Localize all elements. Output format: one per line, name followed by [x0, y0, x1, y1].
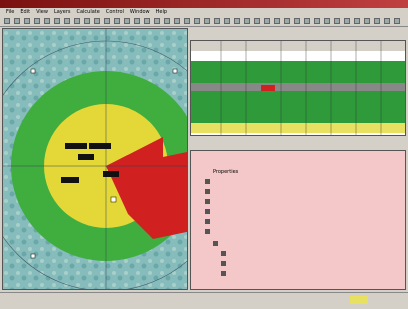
app-window: {"menu": ["File", "Edit", "View", "Layer… — [0, 0, 408, 308]
table-rows — [191, 61, 405, 123]
status-bar — [0, 292, 408, 309]
table-row — [191, 51, 405, 61]
menu-item[interactable]: Window — [130, 9, 150, 15]
site-marker — [31, 254, 35, 258]
toolbar-button[interactable] — [164, 18, 170, 24]
toolbar — [0, 16, 408, 27]
site-marker — [173, 69, 177, 73]
toolbar-button[interactable] — [224, 18, 230, 24]
menu-item[interactable]: Edit — [20, 9, 30, 15]
table-grid — [191, 41, 405, 135]
toolbar-button[interactable] — [244, 18, 250, 24]
map-label — [61, 177, 79, 183]
toolbar-button[interactable] — [74, 18, 80, 24]
toolbar-button[interactable] — [254, 18, 260, 24]
tree-icons — [191, 151, 405, 289]
toolbar-button[interactable] — [284, 18, 290, 24]
toolbar-button[interactable] — [134, 18, 140, 24]
menu-item[interactable]: Control — [106, 9, 124, 15]
menu-item[interactable]: View — [36, 9, 48, 15]
toolbar-button[interactable] — [184, 18, 190, 24]
toolbar-button[interactable] — [394, 18, 400, 24]
menu-bar: File Edit View Layers Calculate Control … — [0, 8, 408, 16]
toolbar-button[interactable] — [84, 18, 90, 24]
toolbar-button[interactable] — [354, 18, 360, 24]
menu-item[interactable]: Layers — [54, 9, 71, 15]
toolbar-button[interactable] — [274, 18, 280, 24]
toolbar-button[interactable] — [234, 18, 240, 24]
map-label — [65, 143, 87, 149]
toolbar-button[interactable] — [144, 18, 150, 24]
toolbar-button[interactable] — [94, 18, 100, 24]
toolbar-button[interactable] — [364, 18, 370, 24]
toolbar-button[interactable] — [204, 18, 210, 24]
toolbar-button[interactable] — [4, 18, 10, 24]
toolbar-button[interactable] — [104, 18, 110, 24]
toolbar-button[interactable] — [264, 18, 270, 24]
toolbar-button[interactable] — [14, 18, 20, 24]
title-bar — [0, 0, 408, 8]
table-header — [191, 41, 405, 51]
table-row-selected — [191, 83, 405, 91]
map-label — [89, 143, 111, 149]
toolbar-button[interactable] — [24, 18, 30, 24]
tree-panel: Properties — [190, 150, 406, 290]
toolbar-button[interactable] — [344, 18, 350, 24]
map-label — [103, 171, 119, 177]
toolbar-button[interactable] — [54, 18, 60, 24]
table-row — [191, 123, 405, 133]
toolbar-button[interactable] — [304, 18, 310, 24]
data-table — [190, 40, 406, 136]
site-marker — [31, 69, 35, 73]
table-cell-alert — [261, 85, 275, 91]
toolbar-button[interactable] — [214, 18, 220, 24]
map-view — [2, 28, 188, 290]
menu-item[interactable]: Help — [156, 9, 167, 15]
menu-item[interactable]: File — [6, 9, 14, 15]
toolbar-button[interactable] — [44, 18, 50, 24]
site-marker — [111, 197, 116, 202]
toolbar-button[interactable] — [114, 18, 120, 24]
map-canvas — [3, 29, 188, 290]
toolbar-button[interactable] — [334, 18, 340, 24]
toolbar-button[interactable] — [174, 18, 180, 24]
toolbar-button[interactable] — [64, 18, 70, 24]
toolbar-button[interactable] — [194, 18, 200, 24]
map-label — [78, 154, 94, 160]
status-indicator — [350, 296, 368, 304]
toolbar-button[interactable] — [154, 18, 160, 24]
toolbar-button[interactable] — [294, 18, 300, 24]
toolbar-button[interactable] — [124, 18, 130, 24]
toolbar-button[interactable] — [324, 18, 330, 24]
toolbar-button[interactable] — [374, 18, 380, 24]
toolbar-button[interactable] — [384, 18, 390, 24]
toolbar-button[interactable] — [34, 18, 40, 24]
menu-item[interactable]: Calculate — [76, 9, 99, 15]
toolbar-button[interactable] — [314, 18, 320, 24]
